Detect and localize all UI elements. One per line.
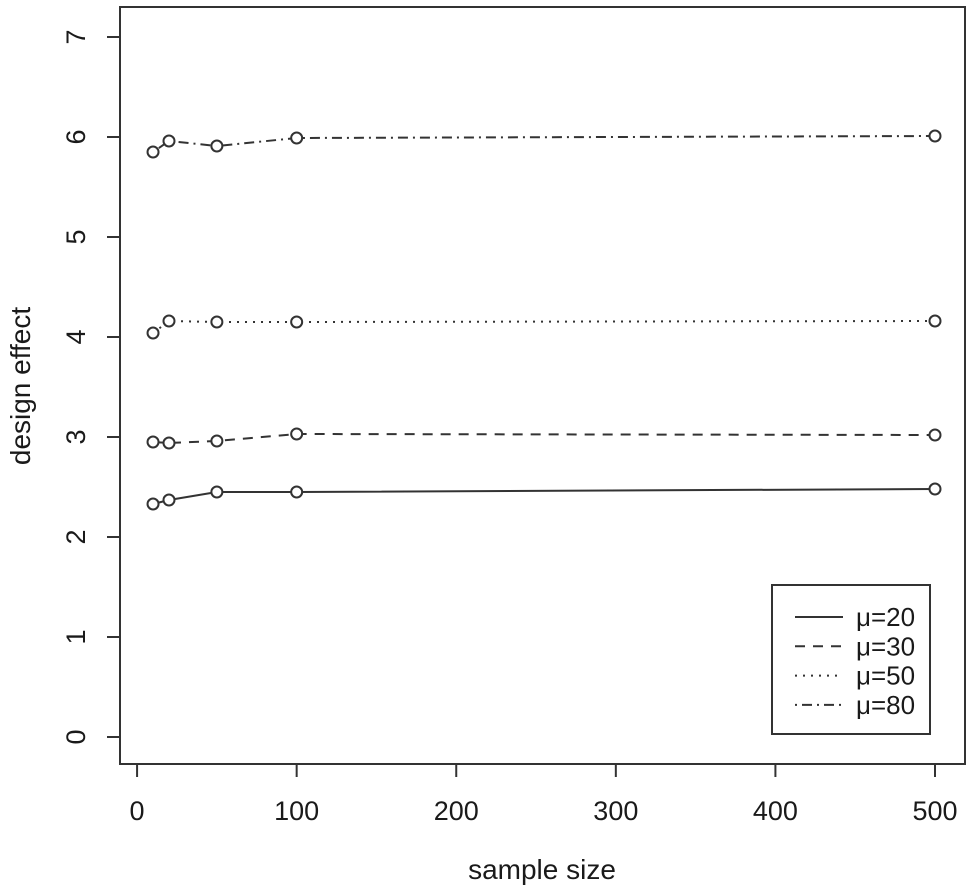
series-mu-80 — [146, 129, 942, 159]
legend-entry: μ=80 — [795, 690, 915, 720]
legend-label: μ=30 — [856, 631, 915, 661]
data-point-marker — [210, 315, 224, 329]
x-tick-label: 400 — [753, 796, 798, 826]
data-point-marker — [928, 482, 942, 496]
series-line — [152, 432, 935, 445]
y-tick-label: 6 — [61, 129, 91, 144]
data-point-marker — [146, 326, 160, 340]
data-point-marker — [162, 493, 176, 507]
y-axis-title: design effect — [5, 307, 36, 465]
legend-box — [771, 584, 931, 735]
series-line — [152, 319, 935, 334]
y-tick-label: 2 — [61, 529, 91, 544]
legend-entry: μ=30 — [795, 631, 915, 661]
legend: μ=20μ=30μ=50μ=80 — [771, 584, 931, 735]
plot-area: 0 100 200 300 400 500 0 1 2 3 4 5 6 7 μ=20μ=30μ=50μ=80 — [61, 6, 966, 826]
series-mu-50 — [146, 314, 942, 340]
data-point-marker — [290, 427, 304, 441]
x-tick-label: 100 — [274, 796, 319, 826]
data-point-marker — [928, 129, 942, 143]
data-point-marker — [146, 435, 160, 449]
data-point-marker — [928, 314, 942, 328]
y-tick-label: 1 — [61, 629, 91, 644]
data-point-marker — [290, 315, 304, 329]
x-tick-label: 200 — [434, 796, 479, 826]
data-point-marker — [162, 314, 176, 328]
plot-frame — [119, 6, 966, 765]
legend-label: μ=20 — [856, 602, 915, 632]
data-point-marker — [210, 139, 224, 153]
legend-label: μ=50 — [856, 661, 915, 691]
x-tick-label: 500 — [912, 796, 957, 826]
y-tick-label: 4 — [61, 329, 91, 344]
data-point-marker — [210, 434, 224, 448]
series-mu-20 — [146, 482, 942, 511]
data-point-marker — [146, 497, 160, 511]
y-tick-label: 5 — [61, 229, 91, 244]
data-point-marker — [290, 131, 304, 145]
y-tick-label: 7 — [61, 29, 91, 44]
data-point-marker — [290, 485, 304, 499]
series-line — [152, 135, 936, 153]
series-mu-30 — [146, 427, 942, 450]
data-point-marker — [162, 436, 176, 450]
data-point-marker — [162, 134, 176, 148]
data-point-marker — [146, 145, 160, 159]
x-axis-title: sample size — [468, 854, 616, 885]
legend-entry: μ=50 — [795, 661, 915, 691]
legend-entry: μ=20 — [795, 602, 915, 632]
x-tick-label: 300 — [593, 796, 638, 826]
legend-label: μ=80 — [856, 690, 915, 720]
y-tick-label: 3 — [61, 429, 91, 444]
series-line — [152, 488, 936, 505]
data-point-marker — [210, 485, 224, 499]
y-axis: 0 1 2 3 4 5 6 7 — [61, 29, 120, 745]
y-tick-label: 0 — [61, 729, 91, 744]
x-axis: 0 100 200 300 400 500 — [130, 764, 958, 826]
data-point-marker — [928, 428, 942, 442]
x-tick-label: 0 — [130, 796, 145, 826]
